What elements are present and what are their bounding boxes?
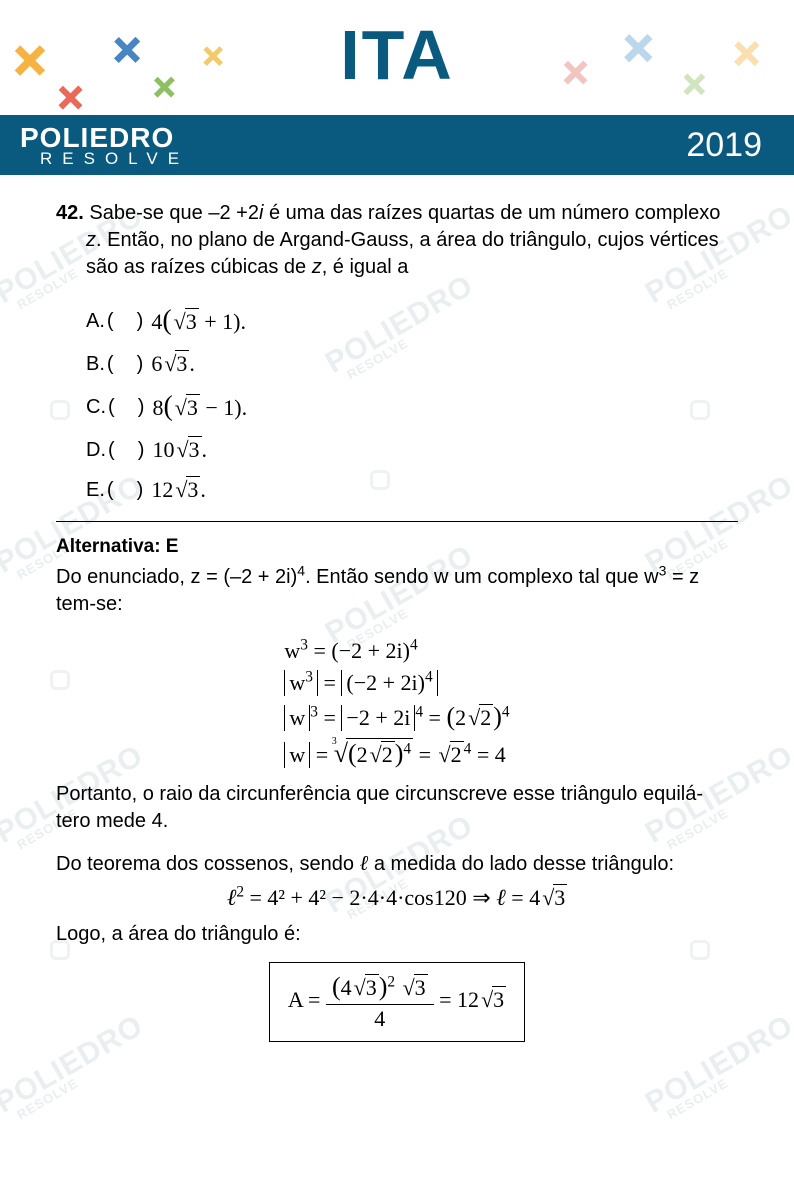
equation-block: w3 = (−2 + 2i)4 w3 = (−2 + 2i)4 w3 = −2 … xyxy=(56,632,738,775)
brand-top: POLIEDRO xyxy=(20,124,189,152)
solution-p1: Do enunciado, z = (–2 + 2i)4. Então send… xyxy=(56,564,738,618)
alt-A: A. ( ) 4(3 + 1). xyxy=(86,305,738,337)
alt-E: E. ( ) 123. xyxy=(86,477,738,503)
page-content: 42. Sabe-se que –2 +2i é uma das raízes … xyxy=(56,200,738,1048)
brand: POLIEDRO RESOLVE xyxy=(20,124,189,167)
cosine-equation: ℓ2 = 4² + 4² − 2·4·4·cos120 ⇒ ℓ = 43 xyxy=(56,884,738,911)
alternatives: A. ( ) 4(3 + 1). B. ( ) 63. C. ( ) 8(3 −… xyxy=(86,305,738,503)
alt-C: C. ( ) 8(3 − 1). xyxy=(86,391,738,423)
brand-bottom: RESOLVE xyxy=(40,150,189,167)
solution-p4: Logo, a área do triângulo é: xyxy=(56,921,738,948)
question-number: 42. xyxy=(56,202,84,224)
boxed-answer: A = (43)2 3 4 = 123 xyxy=(56,962,738,1042)
header-title: ITA xyxy=(0,15,794,95)
answer-label: Alternativa: E xyxy=(56,536,738,558)
alt-B: B. ( ) 63. xyxy=(86,351,738,377)
solution-p2: Portanto, o raio da circunferência que c… xyxy=(56,781,738,835)
year: 2019 xyxy=(686,126,762,165)
divider xyxy=(56,521,738,522)
solution-p3: Do teorema dos cossenos, sendo ℓ a medid… xyxy=(56,849,738,878)
alt-D: D. ( ) 103. xyxy=(86,437,738,463)
question-text: 42. Sabe-se que –2 +2i é uma das raízes … xyxy=(56,200,738,281)
header-bar: POLIEDRO RESOLVE 2019 xyxy=(0,115,794,175)
